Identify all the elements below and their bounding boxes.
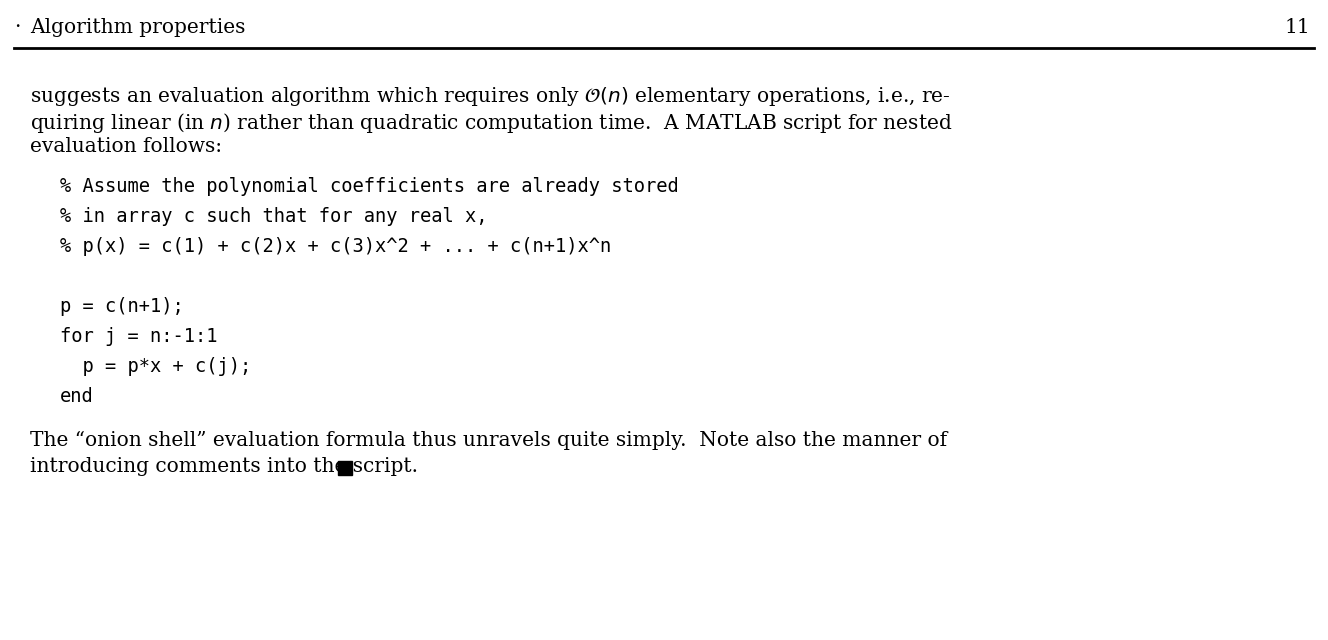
Text: introducing comments into the script.: introducing comments into the script.	[31, 457, 418, 476]
Text: % Assume the polynomial coefficients are already stored: % Assume the polynomial coefficients are…	[60, 177, 679, 196]
Text: Algorithm properties: Algorithm properties	[31, 18, 246, 37]
Text: end: end	[60, 387, 94, 406]
Text: for j = n:-1:1: for j = n:-1:1	[60, 327, 218, 346]
Text: p = c(n+1);: p = c(n+1);	[60, 297, 183, 316]
Text: ·: ·	[15, 18, 20, 37]
Text: % in array c such that for any real x,: % in array c such that for any real x,	[60, 207, 487, 226]
Text: % p(x) = c(1) + c(2)x + c(3)x^2 + ... + c(n+1)x^n: % p(x) = c(1) + c(2)x + c(3)x^2 + ... + …	[60, 237, 611, 256]
Text: 11: 11	[1284, 18, 1309, 37]
Text: quiring linear (in $n$) rather than quadratic computation time.  A MATLAB script: quiring linear (in $n$) rather than quad…	[31, 111, 952, 135]
Bar	[339, 461, 352, 475]
Text: The “onion shell” evaluation formula thus unravels quite simply.  Note also the : The “onion shell” evaluation formula thu…	[31, 431, 947, 450]
Text: suggests an evaluation algorithm which requires only $\mathcal{O}(n)$ elementary: suggests an evaluation algorithm which r…	[31, 85, 951, 108]
Text: evaluation follows:: evaluation follows:	[31, 137, 222, 156]
Text: p = p*x + c(j);: p = p*x + c(j);	[60, 357, 251, 376]
